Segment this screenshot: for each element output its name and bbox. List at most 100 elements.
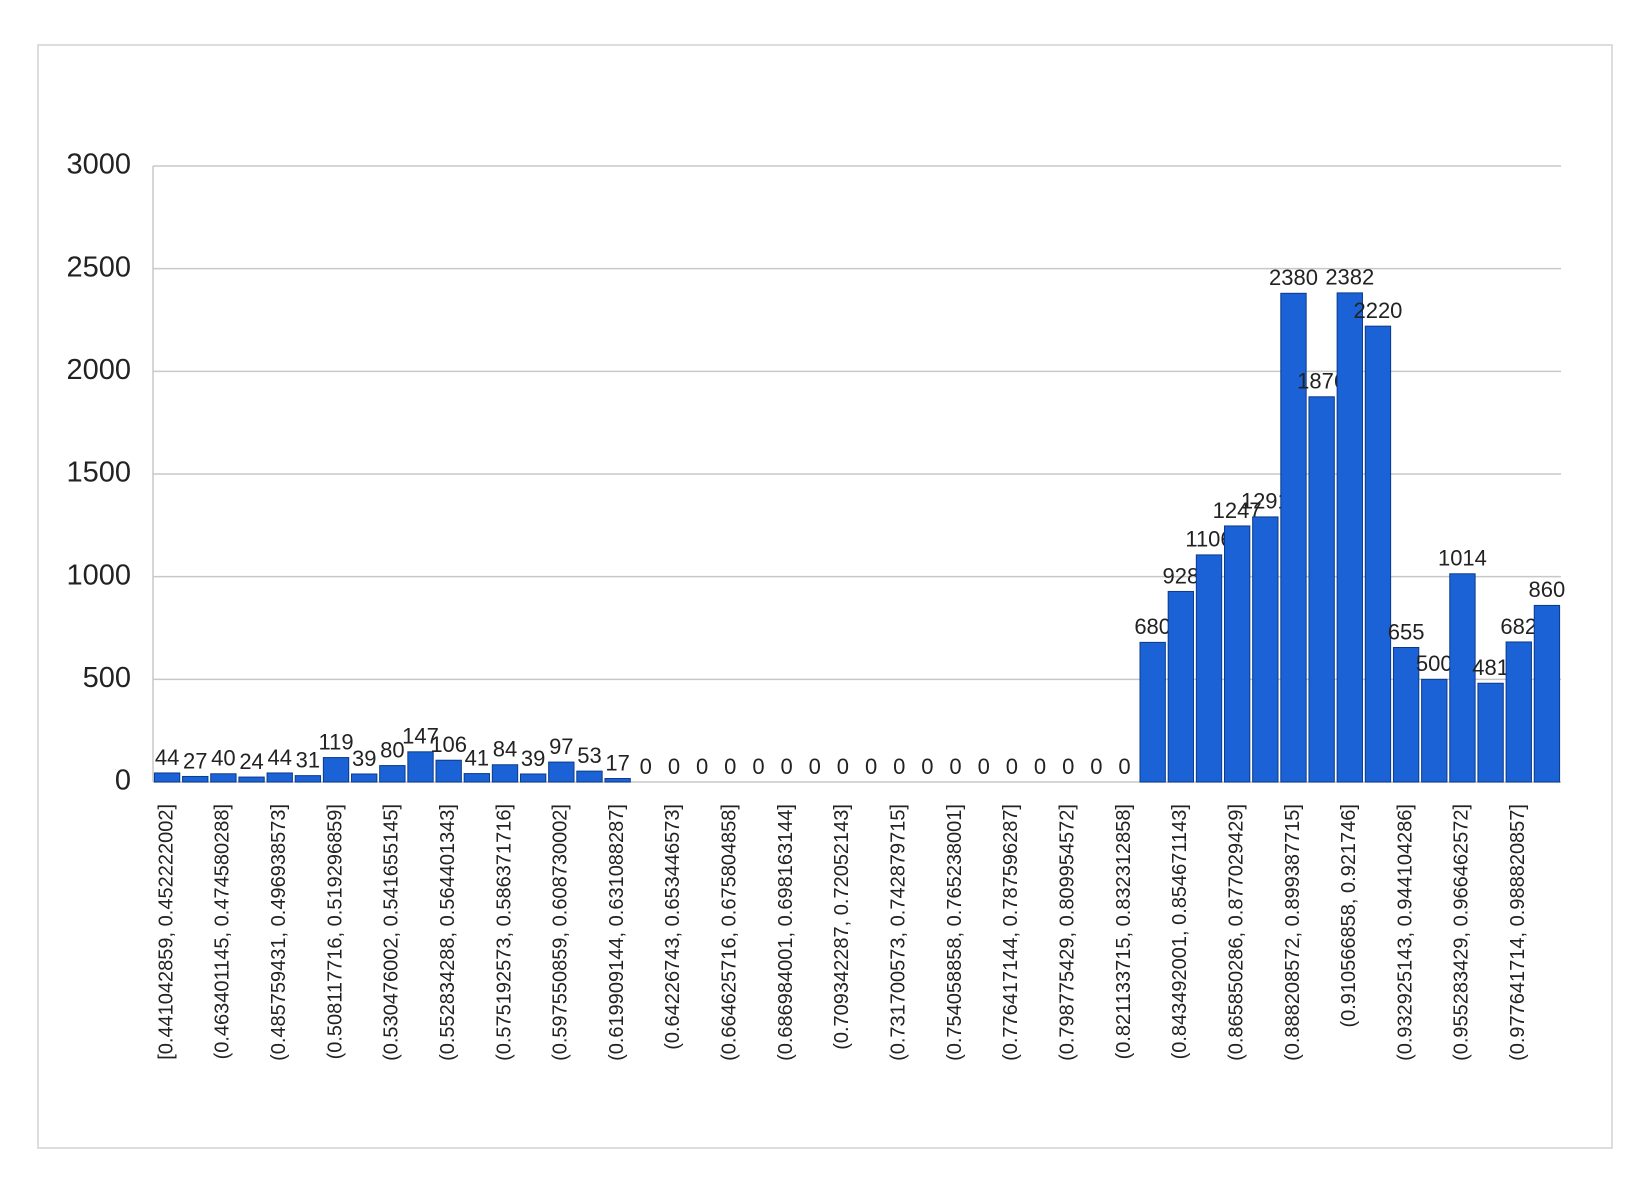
- data-label: 39: [352, 746, 376, 771]
- x-tick-label: (0.463401145, 0.474580288]: [212, 804, 234, 1059]
- bar: [1364, 325, 1392, 783]
- data-label: 481: [1472, 655, 1509, 680]
- data-label: 53: [577, 743, 601, 768]
- bar: [153, 772, 181, 783]
- y-tick-label: 1000: [66, 559, 131, 591]
- data-label: 44: [267, 745, 291, 770]
- data-label: 40: [211, 746, 235, 771]
- bar: [1392, 647, 1420, 783]
- x-tick-label: (0.955283429, 0.966462572]: [1451, 804, 1473, 1061]
- x-tick-label: (0.664625716, 0.675804858]: [719, 804, 741, 1061]
- x-tick-label: (0.686984001, 0.698163144]: [775, 804, 797, 1061]
- y-tick-label: 3000: [66, 149, 131, 181]
- bar: [210, 773, 237, 783]
- bar: [463, 773, 491, 783]
- data-label: 0: [1006, 754, 1018, 779]
- x-tick-label: (0.821133715, 0.832312858]: [1113, 804, 1135, 1059]
- bar: [1308, 396, 1335, 783]
- y-tick-label: 1500: [66, 457, 131, 489]
- bar: [322, 757, 350, 783]
- x-tick-label: (0.619909144, 0.631088287]: [606, 804, 628, 1061]
- data-label: 0: [780, 754, 792, 779]
- x-tick-label: (0.754058858, 0.765238001]: [944, 804, 966, 1061]
- bar: [1449, 573, 1476, 783]
- data-label: 80: [380, 737, 404, 762]
- data-label: 860: [1529, 577, 1566, 602]
- data-label: 0: [978, 754, 990, 779]
- data-label: 0: [1118, 754, 1130, 779]
- data-label: 106: [430, 732, 467, 757]
- data-label: 0: [949, 754, 961, 779]
- bar: [1139, 641, 1166, 783]
- x-tick-label: (0.932925143, 0.944104286]: [1394, 804, 1416, 1061]
- data-label: 2380: [1269, 265, 1318, 290]
- data-label: 680: [1134, 614, 1171, 639]
- data-label: 27: [183, 748, 207, 773]
- data-label: 84: [493, 737, 517, 762]
- data-label: 0: [724, 754, 736, 779]
- bar: [182, 775, 209, 783]
- y-tick-label: 500: [83, 662, 131, 694]
- data-label: 928: [1162, 563, 1199, 588]
- data-label: 0: [696, 754, 708, 779]
- data-label: 0: [752, 754, 764, 779]
- y-tick-label: 2500: [66, 251, 131, 283]
- x-tick-label: (0.552834288, 0.564401343]: [437, 804, 459, 1061]
- bar: [1505, 641, 1532, 783]
- x-tick-label: (0.575192573, 0.586371716]: [493, 804, 515, 1061]
- x-tick-label: (0.709342287, 0.72052143]: [831, 804, 853, 1050]
- bar: [1421, 678, 1448, 783]
- y-tick-label: 2000: [66, 354, 131, 386]
- data-label: 682: [1500, 614, 1537, 639]
- bar: [1252, 516, 1279, 783]
- x-tick-label: (0.64226743, 0.653446573]: [662, 804, 684, 1050]
- data-label: 0: [668, 754, 680, 779]
- bar: [1336, 292, 1363, 783]
- bar: [1195, 554, 1223, 783]
- data-label: 44: [155, 745, 179, 770]
- x-tick-label: (0.485759431, 0.496938573]: [268, 804, 290, 1061]
- bar: [491, 764, 519, 783]
- data-label: 0: [809, 754, 821, 779]
- data-label: 41: [465, 745, 489, 770]
- y-tick-label: 0: [115, 765, 131, 797]
- x-tick-label: (0.910566858, 0.921746]: [1338, 804, 1360, 1028]
- bar: [604, 778, 631, 783]
- data-label: 2382: [1325, 265, 1374, 290]
- data-label: 0: [921, 754, 933, 779]
- data-label: 119: [319, 729, 354, 754]
- bar: [1533, 604, 1561, 783]
- x-tick-label: (0.731700573, 0.742879715]: [888, 804, 910, 1061]
- x-tick-label: [0.441042859, 0.452222002]: [155, 804, 177, 1060]
- bar: [266, 772, 293, 783]
- data-label: 24: [239, 749, 263, 774]
- data-label: 1014: [1438, 546, 1487, 571]
- bar: [379, 765, 406, 783]
- data-label: 0: [640, 754, 652, 779]
- bar: [407, 751, 434, 783]
- x-tick-label: (0.597550859, 0.608730002]: [550, 804, 572, 1061]
- bar: [1477, 682, 1504, 783]
- bar: [576, 770, 603, 783]
- data-label: 31: [296, 747, 320, 772]
- data-label: 147: [402, 724, 439, 749]
- x-tick-label: (0.776417144, 0.787596287]: [1000, 804, 1022, 1061]
- x-tick-label: (0.977641714, 0.988820857]: [1507, 804, 1529, 1061]
- x-tick-label: (0.865850286, 0.877029429]: [1225, 804, 1247, 1061]
- data-label: 0: [1062, 754, 1074, 779]
- data-label: 17: [605, 750, 629, 775]
- bar: [435, 759, 462, 783]
- data-label: 2220: [1353, 298, 1402, 323]
- data-label: 0: [837, 754, 849, 779]
- data-label: 39: [521, 746, 545, 771]
- data-label: 0: [865, 754, 877, 779]
- data-label: 655: [1388, 619, 1425, 644]
- bar: [294, 775, 322, 783]
- bar: [519, 773, 547, 783]
- bar: [1167, 590, 1195, 783]
- x-tick-label: (0.843492001, 0.854671143]: [1169, 804, 1191, 1059]
- x-tick-label: (0.798775429, 0.809954572]: [1056, 804, 1078, 1061]
- bar: [1223, 525, 1251, 783]
- data-label: 500: [1416, 651, 1453, 676]
